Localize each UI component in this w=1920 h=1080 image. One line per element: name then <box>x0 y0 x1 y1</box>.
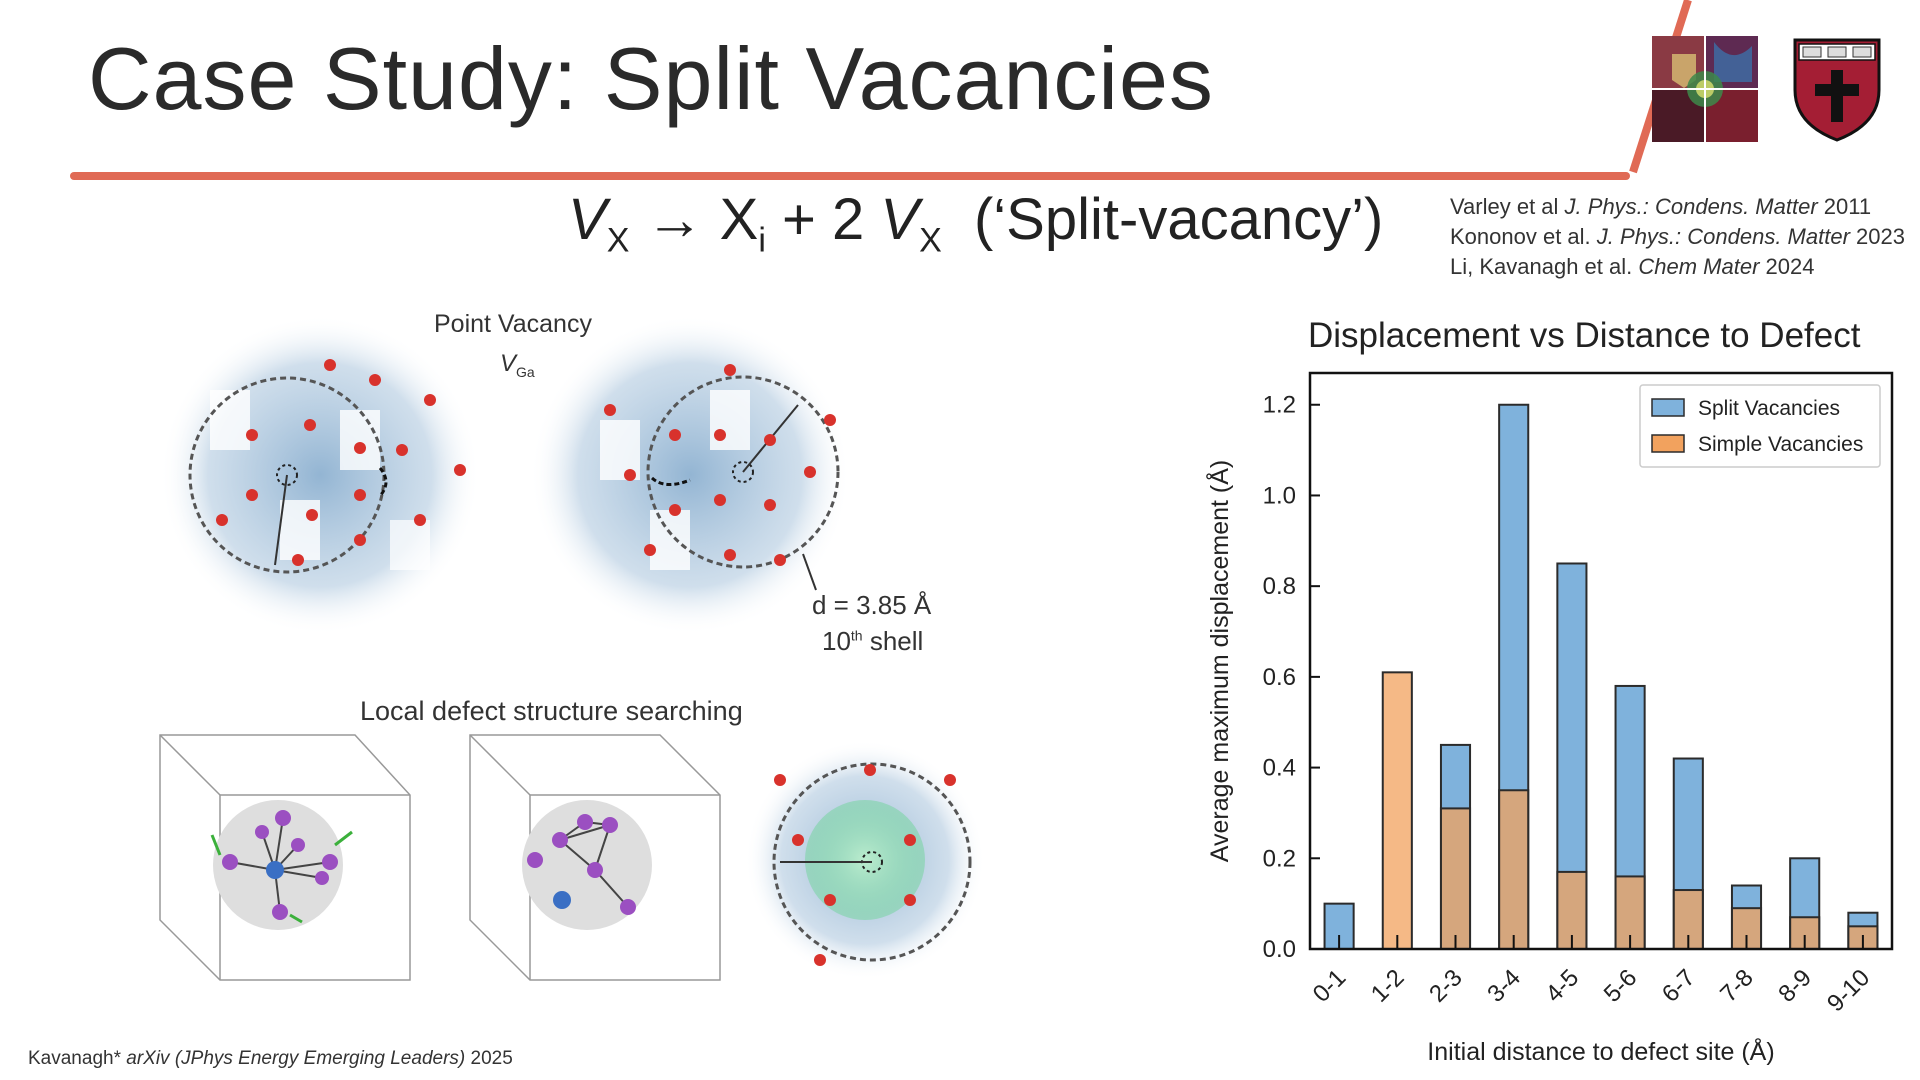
title-underline <box>70 172 1630 180</box>
x-tick-label: 6-7 <box>1657 964 1701 1008</box>
search-box-1 <box>159 734 411 981</box>
y-tick-label: 0.2 <box>1263 845 1296 872</box>
displaced-atoms-1 <box>210 810 353 924</box>
y-tick-label: 0.0 <box>1263 936 1296 963</box>
relaxed-atoms-2 <box>527 814 636 915</box>
plot-frame <box>1308 371 1894 951</box>
y-tick-label: 1.2 <box>1263 392 1296 419</box>
split-vacancy-crystal <box>530 315 850 635</box>
reference-item: Li, Kavanagh et al. Chem Mater 2024 <box>1450 254 1815 279</box>
point-vacancy-crystal <box>160 315 480 635</box>
legend-label-simple: Simple Vacancies <box>1698 433 1863 456</box>
footer-citation: Kavanagh* arXiv (JPhys Energy Emerging L… <box>28 1048 513 1069</box>
bar-simple-vacancies <box>1439 807 1472 950</box>
reference-list: Varley et al J. Phys.: Condens. Matter 2… <box>1450 192 1905 282</box>
shell-label: 10th shell <box>822 626 924 656</box>
eq-plus: + 2 <box>782 187 865 252</box>
split-vacancy-equation: VX → Xi + 2 VX (‘Split-vacancy’) <box>568 186 1383 261</box>
eq-arrow: → <box>645 187 704 252</box>
slide-title: Case Study: Split Vacancies <box>88 29 1214 128</box>
legend-swatch-split <box>1651 398 1685 417</box>
legend-label-split: Split Vacancies <box>1698 397 1840 420</box>
eq-term2-sub: X <box>919 221 942 260</box>
y-tick-label: 0.8 <box>1263 573 1296 600</box>
bar-simple-vacancies <box>1498 789 1530 951</box>
point-vacancy-label: Point Vacancy <box>434 310 592 338</box>
y-tick-label: 0.4 <box>1263 755 1296 782</box>
x-tick-label: 4-5 <box>1541 964 1585 1008</box>
y-tick-label: 0.6 <box>1263 664 1296 691</box>
eq-label: (‘Split-vacancy’) <box>973 187 1384 252</box>
x-tick-label: 2-3 <box>1424 964 1468 1008</box>
eq-term1-sub: i <box>758 221 766 260</box>
legend-box <box>1639 384 1881 468</box>
x-tick-label: 7-8 <box>1715 964 1759 1008</box>
x-tick-label: 0-1 <box>1308 964 1352 1008</box>
reference-item: Kononov et al. J. Phys.: Condens. Matter… <box>1450 224 1905 249</box>
y-tick-label: 1.0 <box>1263 482 1296 509</box>
eq-lhs-sub: X <box>606 221 630 260</box>
shield-logo-icon <box>1793 38 1881 142</box>
reference-item: Varley et al J. Phys.: Condens. Matter 2… <box>1450 194 1872 219</box>
vga-label: VGa <box>500 350 535 380</box>
legend-swatch-simple <box>1651 434 1685 453</box>
distance-label: d = 3.85 Å <box>812 590 932 620</box>
x-tick-label: 5-6 <box>1599 964 1643 1008</box>
institution-logo-icon <box>1652 36 1758 142</box>
search-label: Local defect structure searching <box>360 696 743 726</box>
x-tick-label: 3-4 <box>1482 964 1526 1008</box>
y-axis-label: Average maximum displacement (Å) <box>1204 460 1234 862</box>
chart-title: Displacement vs Distance to Defect <box>1308 316 1861 355</box>
vacancy-structure-figure <box>159 315 985 981</box>
eq-lhs-var: V <box>568 187 607 252</box>
bar-split-vacancies <box>1323 902 1355 951</box>
x-tick-label: 9-10 <box>1822 964 1875 1017</box>
x-tick-label: 1-2 <box>1366 964 1410 1008</box>
bar-simple-vacancies <box>1381 671 1413 950</box>
eq-term1: X <box>719 187 759 252</box>
split-vacancy-zoom <box>745 740 985 980</box>
eq-term2-var: V <box>880 187 920 252</box>
displacement-bar-chart: 0-1 1-2 2-3 3-4 4-5 5-6 6-7 7-8 8-9 9-10 0.0 0.2 0.4… <box>1204 371 1894 1066</box>
x-tick-label: 8-9 <box>1773 964 1817 1008</box>
x-axis-label: Initial distance to defect site (Å) <box>1427 1036 1774 1066</box>
